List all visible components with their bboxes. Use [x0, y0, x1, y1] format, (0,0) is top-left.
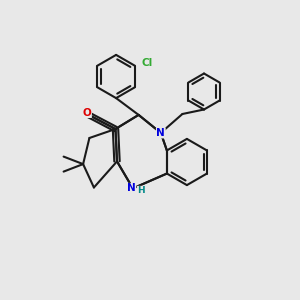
Text: N: N — [127, 183, 136, 194]
Text: H: H — [137, 186, 145, 195]
Text: Cl: Cl — [141, 58, 152, 68]
Text: O: O — [82, 107, 91, 118]
Text: N: N — [156, 128, 165, 138]
